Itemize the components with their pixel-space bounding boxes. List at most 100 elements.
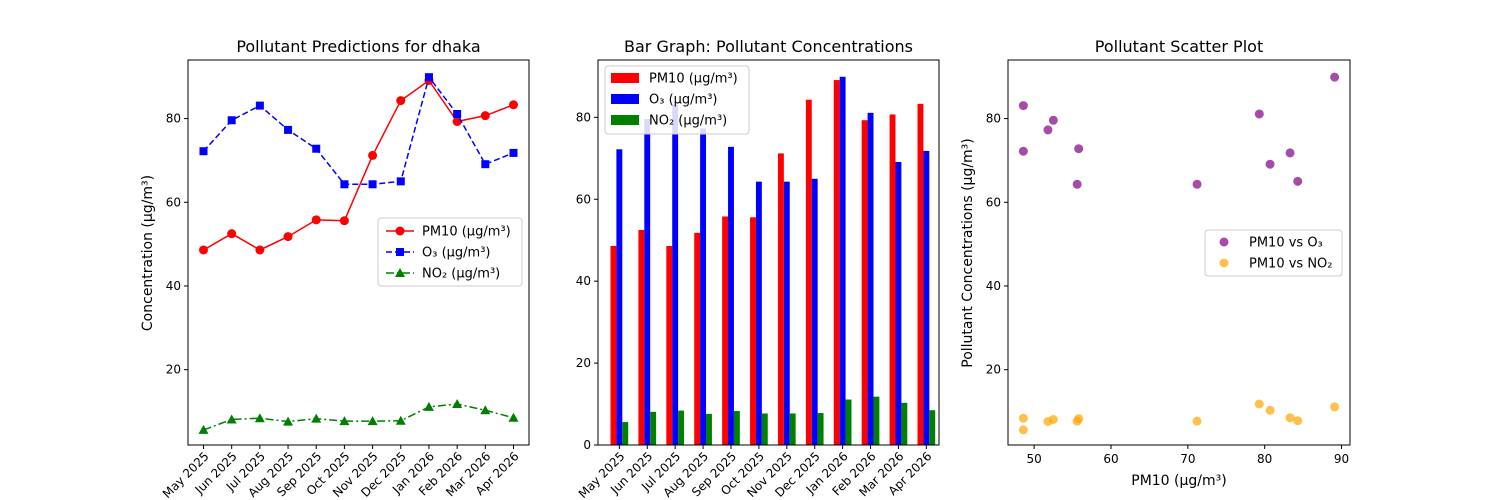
bar-s2-8 bbox=[845, 399, 852, 445]
legend-label-2: NO₂ (μg/m³) bbox=[422, 267, 500, 282]
line-point-s2-7 bbox=[395, 415, 406, 425]
bar-s0-10 bbox=[889, 114, 896, 446]
bar-s0-2 bbox=[666, 245, 673, 445]
scatter-chart-x-tick-label: 70 bbox=[1180, 452, 1195, 466]
legend-swatch-2 bbox=[611, 115, 639, 125]
bar-s0-5 bbox=[750, 217, 756, 445]
scatter-point-s0-10 bbox=[1265, 159, 1275, 169]
bar-s2-4 bbox=[733, 411, 740, 445]
line-point-s1-4 bbox=[312, 144, 321, 153]
line-point-s1-7 bbox=[396, 177, 405, 186]
bar-s0-8 bbox=[833, 80, 840, 445]
line-point-s1-3 bbox=[284, 125, 293, 134]
line-point-s0-6 bbox=[368, 150, 378, 160]
line-chart-y-tick-label: 60 bbox=[166, 195, 181, 209]
scatter-chart-x-tick-label: 60 bbox=[1103, 452, 1118, 466]
line-chart-y-axis-label: Concentration (μg/m³) bbox=[140, 175, 156, 331]
line-point-s1-0 bbox=[199, 147, 208, 156]
line-point-s2-6 bbox=[367, 416, 378, 426]
scatter-point-s1-2 bbox=[1018, 413, 1028, 423]
line-point-s0-0 bbox=[199, 245, 208, 255]
legend-swatch-1 bbox=[611, 94, 639, 104]
legend-label-0: PM10 vs O₃ bbox=[1249, 236, 1323, 251]
legend-marker-0 bbox=[1219, 237, 1229, 247]
bar-chart-y-tick-label: 20 bbox=[576, 356, 591, 370]
bar-chart-y-tick-label: 40 bbox=[576, 274, 591, 288]
line-point-s1-5 bbox=[340, 180, 349, 189]
scatter-chart-y-tick-label: 60 bbox=[986, 195, 1001, 209]
line-point-s2-11 bbox=[508, 412, 519, 422]
series-line-2 bbox=[203, 403, 514, 431]
bar-chart-y-tick-label: 0 bbox=[583, 438, 591, 452]
scatter-point-s0-3 bbox=[1043, 125, 1053, 135]
legend-marker-1 bbox=[396, 248, 404, 256]
line-point-s0-3 bbox=[283, 232, 293, 242]
line-point-s2-4 bbox=[311, 413, 322, 423]
line-point-s1-10 bbox=[481, 160, 490, 169]
line-point-s2-10 bbox=[480, 405, 491, 415]
legend-label-1: PM10 vs NO₂ bbox=[1249, 257, 1333, 272]
bar-s0-6 bbox=[777, 153, 784, 445]
bar-s0-11 bbox=[917, 103, 924, 446]
scatter-point-s0-8 bbox=[1330, 72, 1340, 82]
bar-s2-1 bbox=[650, 411, 657, 445]
scatter-chart-x-axis-label: PM10 (μg/m³) bbox=[1131, 473, 1226, 489]
bar-s1-5 bbox=[755, 181, 762, 445]
scatter-point-s1-8 bbox=[1330, 402, 1340, 412]
scatter-chart-x-tick-label: 80 bbox=[1257, 452, 1272, 466]
line-point-s2-1 bbox=[226, 414, 237, 424]
legend-label-1: O₃ (μg/m³) bbox=[649, 93, 718, 108]
legend-label-0: PM10 (μg/m³) bbox=[649, 72, 738, 87]
scatter-chart-y-tick-label: 80 bbox=[986, 112, 1001, 126]
bar-s1-10 bbox=[895, 161, 902, 445]
scatter-chart-x-tick-label: 90 bbox=[1334, 452, 1349, 466]
line-point-s2-2 bbox=[254, 413, 265, 423]
legend-box bbox=[1204, 229, 1343, 277]
scatter-point-s1-7 bbox=[1293, 416, 1303, 426]
scatter-point-s1-3 bbox=[1043, 417, 1053, 427]
bar-s2-5 bbox=[761, 413, 768, 445]
bar-chart-y-tick-label: 80 bbox=[576, 110, 591, 124]
scatter-chart-y-tick-label: 20 bbox=[986, 363, 1001, 377]
bar-s0-1 bbox=[638, 229, 645, 445]
scatter-point-s0-9 bbox=[1254, 109, 1264, 119]
legend-marker-2 bbox=[395, 268, 405, 277]
line-point-s1-1 bbox=[227, 116, 236, 125]
line-point-s0-11 bbox=[509, 100, 518, 110]
scatter-chart-axes-frame bbox=[1007, 59, 1351, 446]
scatter-chart-x-tick-label: 50 bbox=[1026, 452, 1041, 466]
scatter-chart-y-tick-label: 40 bbox=[986, 279, 1001, 293]
bar-s2-6 bbox=[789, 413, 796, 445]
bar-s1-9 bbox=[867, 112, 874, 445]
line-point-s0-10 bbox=[480, 111, 490, 121]
bar-s0-0 bbox=[610, 245, 617, 445]
scatter-chart-y-axis-label: Pollutant Concentrations (μg/m³) bbox=[960, 138, 976, 368]
scatter-point-s1-5 bbox=[1072, 416, 1082, 426]
bar-chart-y-tick-label: 60 bbox=[576, 192, 591, 206]
bar-s1-7 bbox=[811, 178, 818, 445]
legend-label-2: NO₂ (μg/m³) bbox=[649, 114, 727, 129]
scatter-point-s0-4 bbox=[1074, 144, 1084, 154]
line-point-s1-11 bbox=[509, 148, 518, 157]
series-line-0 bbox=[203, 79, 514, 251]
line-point-s2-8 bbox=[423, 401, 434, 411]
legend-marker-0 bbox=[395, 226, 405, 236]
line-chart-title: Pollutant Predictions for dhaka bbox=[236, 37, 480, 56]
legend-label-1: O₃ (μg/m³) bbox=[422, 246, 491, 261]
bar-s2-2 bbox=[678, 410, 685, 445]
scatter-point-s0-6 bbox=[1192, 179, 1202, 189]
line-point-s2-5 bbox=[339, 416, 350, 426]
scatter-point-s1-6 bbox=[1192, 416, 1202, 426]
bar-s1-1 bbox=[644, 118, 651, 445]
legend-box bbox=[604, 65, 750, 135]
bar-s2-0 bbox=[622, 422, 629, 445]
line-point-s1-2 bbox=[255, 101, 264, 110]
bar-s2-10 bbox=[901, 402, 908, 445]
line-point-s2-9 bbox=[452, 398, 463, 408]
line-point-s2-3 bbox=[283, 416, 294, 426]
line-point-s1-9 bbox=[453, 109, 462, 118]
legend-box bbox=[377, 217, 523, 287]
line-chart-axes-frame bbox=[187, 59, 530, 446]
bar-s0-3 bbox=[694, 232, 701, 445]
